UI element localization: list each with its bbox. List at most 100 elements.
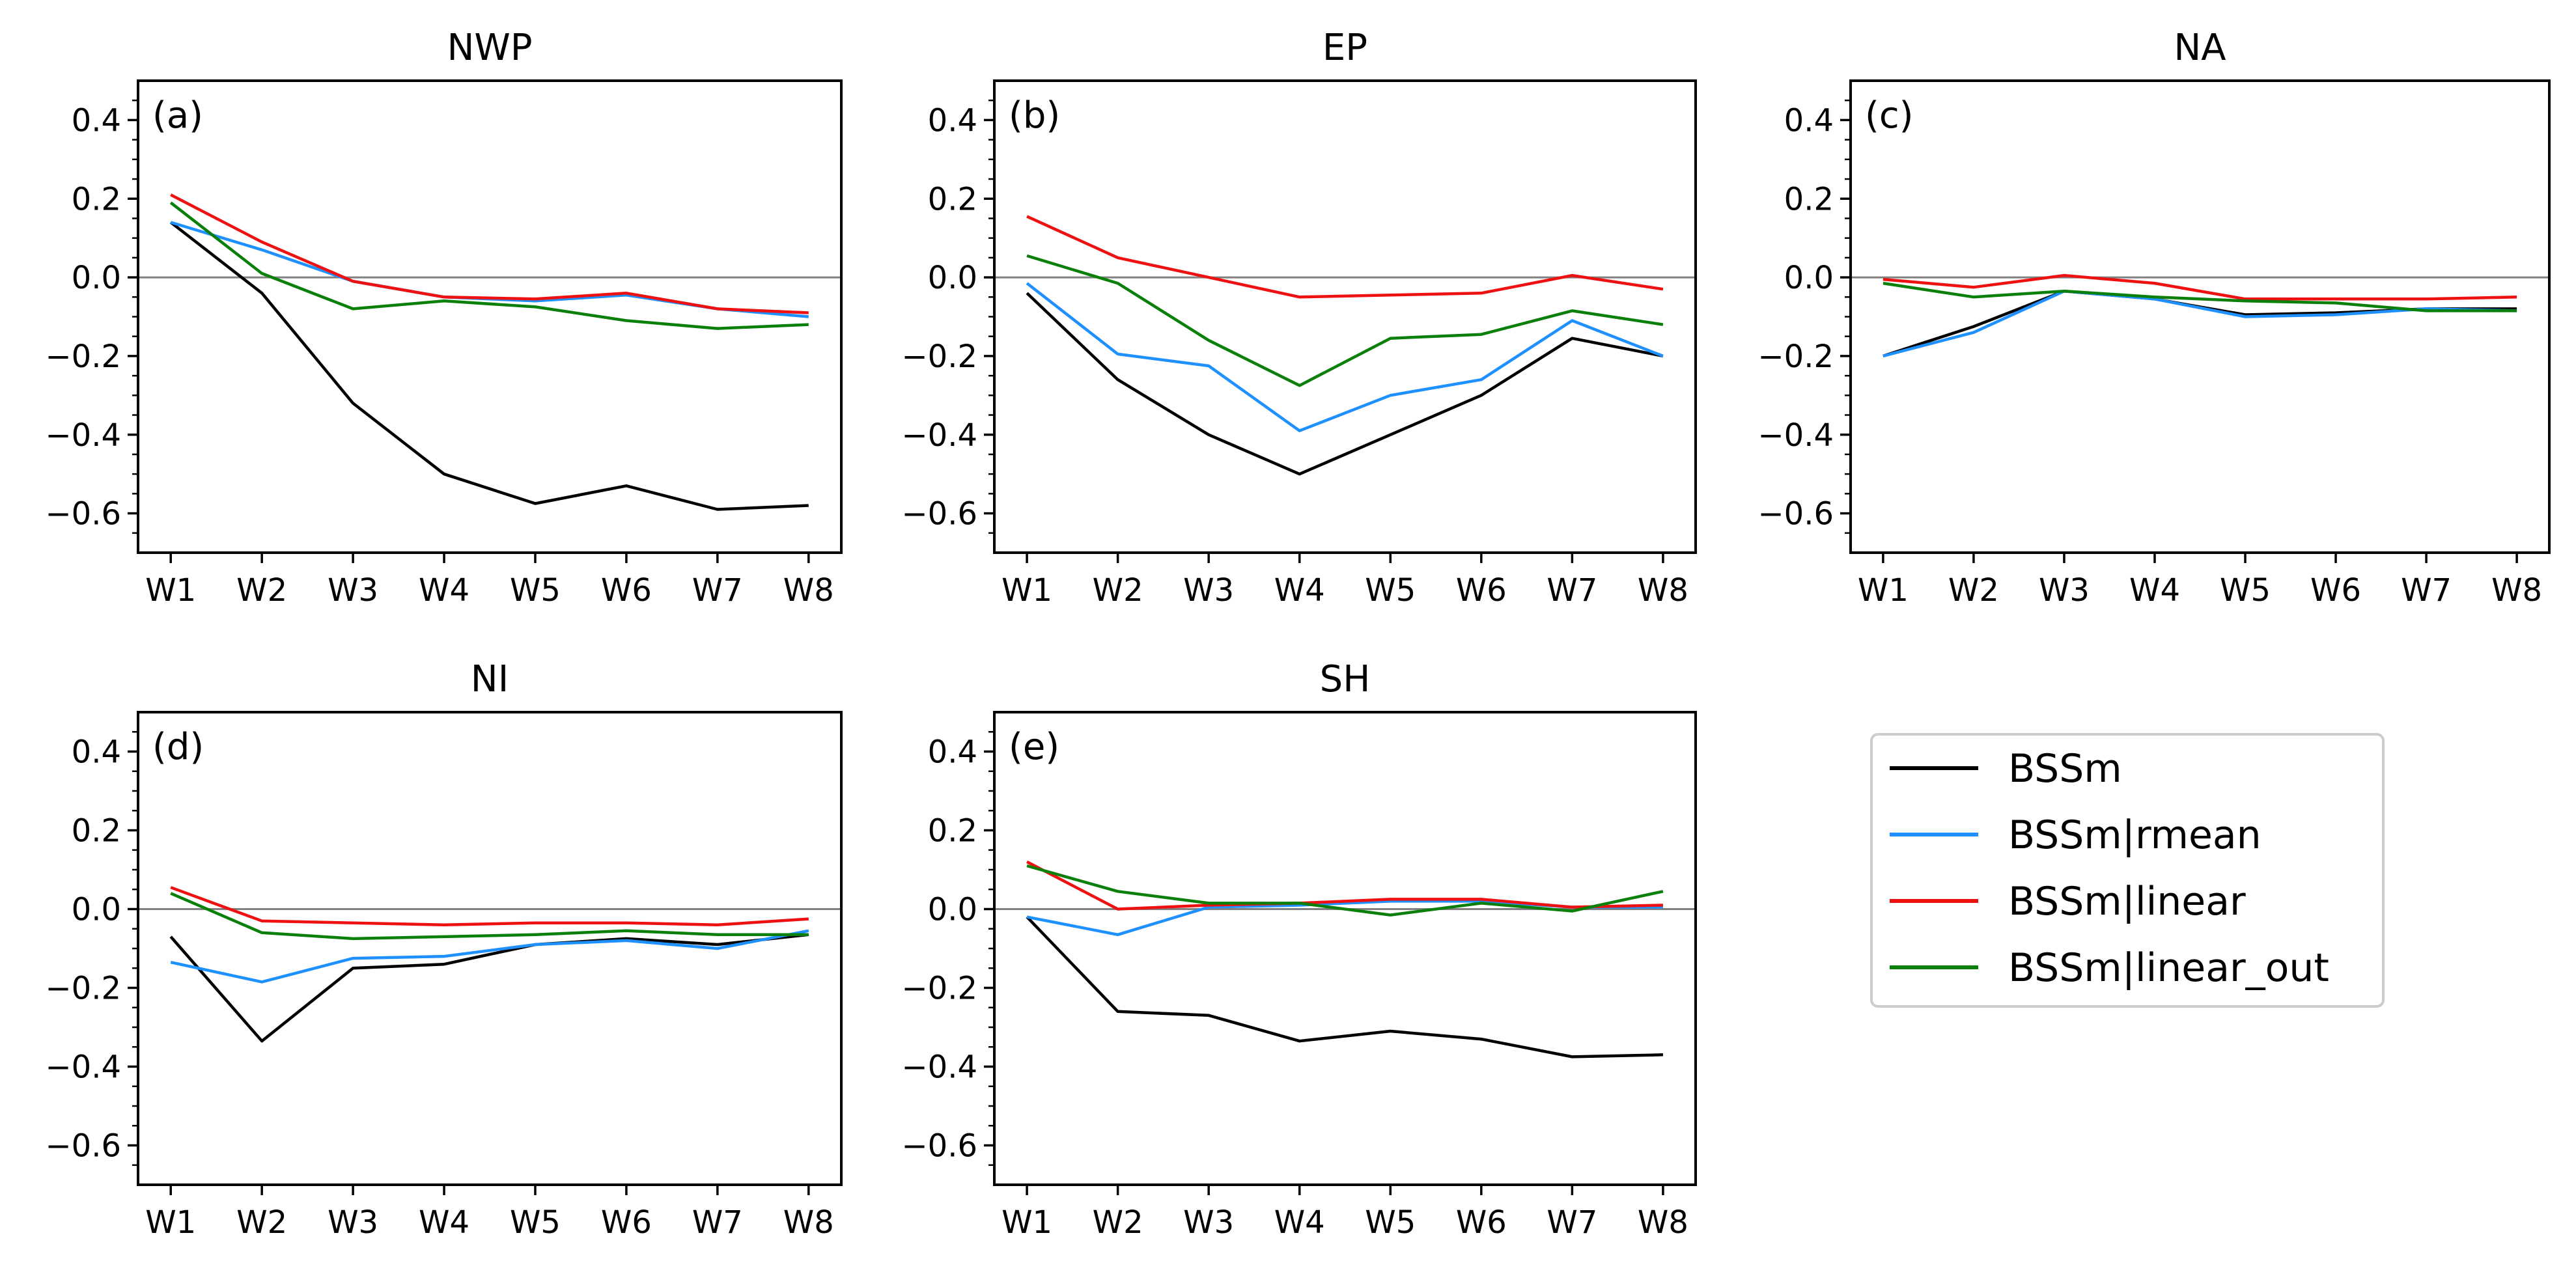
series-line-bssm [1026,292,1664,476]
y-tick-label: 0.4 [72,734,121,771]
y-tick-label: −0.4 [1757,417,1834,454]
y-tick-label: 0.2 [928,181,977,217]
y-tick-label: 0.2 [928,813,977,850]
axes-frame [137,711,843,1186]
x-tick-label: W1 [1001,572,1052,609]
y-tick-label: 0.2 [72,813,121,850]
y-tick-label: 0.0 [1784,260,1834,296]
y-tick-label: −0.4 [901,1049,977,1086]
x-tick-label: W5 [510,572,561,609]
x-tick-label: W5 [2220,572,2271,609]
panel-title: NWP [447,27,532,69]
x-tick-label: W1 [145,572,196,609]
y-tick-label: 0.4 [928,102,977,139]
y-tick-label: 0.0 [72,260,121,296]
y-tick-label: 0.0 [72,892,121,928]
x-tick-label: W1 [1001,1204,1052,1241]
x-tick-label: W7 [1547,572,1597,609]
x-tick-label: W2 [1093,572,1143,609]
x-tick-label: W2 [1093,1204,1143,1241]
y-tick-label: −0.4 [45,1049,121,1086]
y-tick-label: 0.2 [72,181,121,217]
x-tick-label: W1 [1858,572,1909,609]
y-tick-label: 0.4 [72,102,121,139]
x-tick-label: W6 [2310,572,2361,609]
y-tick-label: −0.4 [45,417,121,454]
x-tick-label: W5 [510,1204,561,1241]
x-tick-label: W3 [2039,572,2090,609]
y-tick-label: −0.2 [45,971,121,1007]
series-line-bssm-linear_out [1883,281,2517,312]
y-tick-label: −0.4 [901,417,977,454]
panel-title: NI [471,658,509,700]
series-line-bssm-linear [1883,273,2517,301]
x-tick-label: W8 [783,572,834,609]
x-tick-label: W6 [601,1204,652,1241]
series-line-bssm-linear_out [170,892,809,941]
series-line-bssm [1883,289,2517,358]
x-tick-label: W3 [328,1204,378,1241]
panel-tag: (a) [152,94,203,137]
axes-frame [1849,79,2551,554]
x-tick-label: W4 [419,572,469,609]
y-tick-label: −0.2 [45,339,121,375]
x-tick-label: W6 [1456,1204,1507,1241]
x-tick-label: W5 [1365,572,1416,609]
x-tick-label: W4 [1274,1204,1325,1241]
legend-label: BSSm|rmean [2008,812,2261,858]
y-tick-label: 0.4 [928,734,977,771]
series-line-bssm-rmean [1026,282,1664,432]
panel-sh: SH 0.4 0.2 0.0 −0.2 −0.4 −0.6 W1 W2 W3 W4 W5 W6 W7 W8 (… [901,658,1697,1241]
legend-label: BSSm|linear [2008,879,2246,924]
series-line-bssm-linear [1026,215,1664,299]
series-line-bssm-linear [170,193,809,314]
x-tick-label: W8 [783,1204,834,1241]
x-tick-label: W1 [145,1204,196,1241]
x-tick-label: W6 [601,572,652,609]
series-line-bssm-linear_out [1026,254,1664,387]
x-tick-label: W4 [2129,572,2180,609]
x-tick-label: W4 [1274,572,1325,609]
x-tick-label: W2 [1948,572,1999,609]
y-tick-label: −0.6 [45,1128,121,1165]
y-tick-label: −0.6 [901,496,977,532]
y-tick-label: 0.0 [928,260,977,296]
series-line-bssm-rmean [170,929,809,984]
panel-ep: EP 0.4 0.2 0.0 −0.2 −0.4 −0.6 W1 W2 W3 W4 W5 W6 W7 W8 (… [901,27,1697,609]
y-tick-label: −0.2 [901,339,977,375]
y-tick-label: −0.6 [1757,496,1834,532]
series-line-bssm [1026,916,1663,1058]
panel-tag: (c) [1865,94,1913,137]
x-tick-label: W3 [1183,1204,1234,1241]
legend-box [1870,733,2385,1008]
panel-na: NA 0.4 0.2 0.0 −0.2 −0.4 −0.6 W1 W2 W3 W4 W5 W6 W7 W8 (… [1757,27,2551,609]
x-tick-label: W4 [419,1204,469,1241]
legend-label: BSSm [2008,746,2122,792]
x-tick-label: W8 [2491,572,2542,609]
panel-title: EP [1323,27,1367,69]
x-tick-label: W3 [328,572,378,609]
x-tick-label: W7 [692,572,743,609]
x-tick-label: W7 [2401,572,2452,609]
y-tick-label: 0.0 [928,892,977,928]
y-tick-label: −0.2 [1757,339,1834,375]
series-line-bssm-linear [1026,860,1663,911]
x-tick-label: W8 [1638,572,1688,609]
x-tick-label: W2 [236,572,287,609]
y-tick-label: 0.2 [1784,181,1834,217]
panel-title: NA [2174,27,2226,69]
panel-tag: (b) [1009,94,1060,137]
panel-tag: (d) [152,726,204,768]
y-tick-label: −0.6 [901,1128,977,1165]
series-line-bssm-linear [170,886,809,926]
x-tick-label: W5 [1365,1204,1416,1241]
panel-title: SH [1320,658,1371,700]
x-tick-label: W6 [1456,572,1507,609]
series-line-bssm [169,933,809,1043]
panel-tag: (e) [1009,726,1059,768]
legend: BSSm BSSm|rmean BSSm|linear BSSm|linear_out [1870,733,2385,1008]
x-tick-label: W7 [692,1204,743,1241]
series-line-bssm [169,221,809,511]
y-tick-label: −0.6 [45,496,121,532]
